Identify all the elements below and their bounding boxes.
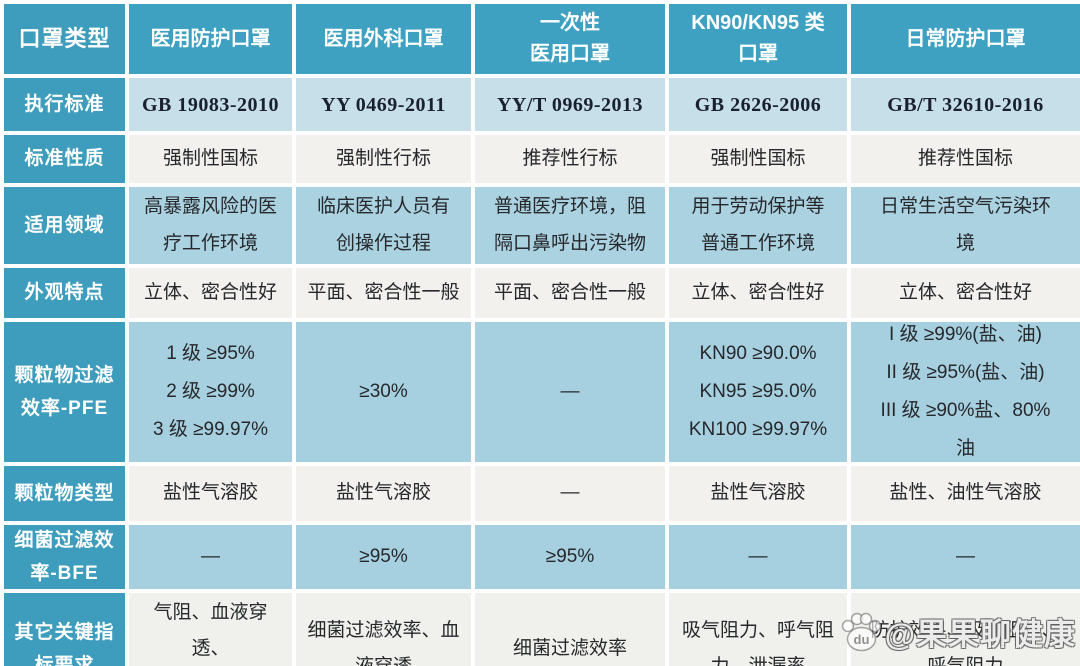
- table-cell: YY 0469-2011: [296, 78, 471, 131]
- row-header-standard-code: 执行标准: [4, 78, 125, 131]
- table-cell: 强制性行标: [296, 135, 471, 183]
- table-cell: 盐性气溶胶: [129, 466, 292, 521]
- column-header-kn90-kn95: KN90/KN95 类 口罩: [669, 4, 847, 74]
- table-cell: —: [475, 466, 665, 521]
- table-cell: 普通医疗环境，阻 隔口鼻呼出污染物: [475, 187, 665, 264]
- table-cell: 推荐性国标: [851, 135, 1080, 183]
- column-header-surgical: 医用外科口罩: [296, 4, 471, 74]
- table-cell: —: [129, 525, 292, 589]
- table-cell: 平面、密合性一般: [475, 268, 665, 318]
- table-cell: 平面、密合性一般: [296, 268, 471, 318]
- table-cell: 气阻、血液穿透、 抗湿、阻燃: [129, 593, 292, 666]
- table-cell: 立体、密合性好: [129, 268, 292, 318]
- table-cell: —: [851, 525, 1080, 589]
- table-cell: 日常生活空气污染环 境: [851, 187, 1080, 264]
- table-cell: 细菌过滤效率: [475, 593, 665, 666]
- column-header-medical-protective: 医用防护口罩: [129, 4, 292, 74]
- table-cell: —: [475, 322, 665, 462]
- row-header-appearance: 外观特点: [4, 268, 125, 318]
- table-cell: 高暴露风险的医 疗工作环境: [129, 187, 292, 264]
- table-cell: ≥30%: [296, 322, 471, 462]
- table-cell: 细菌过滤效率、血 液穿透: [296, 593, 471, 666]
- table-cell: ≥95%: [296, 525, 471, 589]
- table-cell: GB/T 32610-2016: [851, 78, 1080, 131]
- row-header-bfe: 细菌过滤效 率-BFE: [4, 525, 125, 589]
- row-header-application-field: 适用领域: [4, 187, 125, 264]
- column-header-daily-protective: 日常防护口罩: [851, 4, 1080, 74]
- table-cell: GB 2626-2006: [669, 78, 847, 131]
- table-cell: 防护效果、吸气阻力、 呼气阻力: [851, 593, 1080, 666]
- row-header-standard-nature: 标准性质: [4, 135, 125, 183]
- table-cell: 1 级 ≥95% 2 级 ≥99% 3 级 ≥99.97%: [129, 322, 292, 462]
- column-header-disposable: 一次性 医用口罩: [475, 4, 665, 74]
- table-cell: 盐性气溶胶: [669, 466, 847, 521]
- table-cell: 立体、密合性好: [851, 268, 1080, 318]
- corner-header: 口罩类型: [4, 4, 125, 74]
- table-cell: I 级 ≥99%(盐、油) II 级 ≥95%(盐、油) III 级 ≥90%盐…: [851, 322, 1080, 462]
- table-cell: ≥95%: [475, 525, 665, 589]
- table-cell: 盐性、油性气溶胶: [851, 466, 1080, 521]
- table-cell: 强制性国标: [669, 135, 847, 183]
- table-cell: 吸气阻力、呼气阻 力、泄漏率: [669, 593, 847, 666]
- table-cell: 推荐性行标: [475, 135, 665, 183]
- table-cell: KN90 ≥90.0% KN95 ≥95.0% KN100 ≥99.97%: [669, 322, 847, 462]
- table-cell: 盐性气溶胶: [296, 466, 471, 521]
- row-header-particle-type: 颗粒物类型: [4, 466, 125, 521]
- table-cell: —: [669, 525, 847, 589]
- row-header-pfe: 颗粒物过滤 效率-PFE: [4, 322, 125, 462]
- table-cell: 立体、密合性好: [669, 268, 847, 318]
- table-cell: 用于劳动保护等 普通工作环境: [669, 187, 847, 264]
- table-cell: 临床医护人员有 创操作过程: [296, 187, 471, 264]
- row-header-other-requirements: 其它关键指 标要求: [4, 593, 125, 666]
- table-cell: GB 19083-2010: [129, 78, 292, 131]
- table-cell: YY/T 0969-2013: [475, 78, 665, 131]
- table-cell: 强制性国标: [129, 135, 292, 183]
